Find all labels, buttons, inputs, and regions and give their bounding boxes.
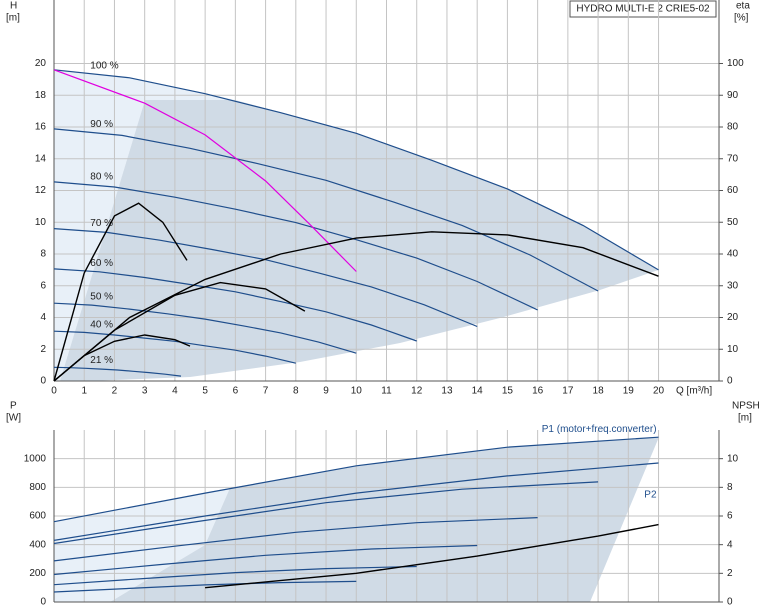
y2-axis-label: NPSH [732,401,760,412]
x-tick-label: 20 [653,386,665,397]
y-axis-unit: [W] [6,413,21,424]
y-tick-label: 12 [35,185,47,196]
x-tick-label: 5 [202,386,208,397]
curve [53,128,599,292]
curve [53,268,417,342]
x-axis-label: Q [m³/h] [676,386,712,397]
y2-axis-label: eta [736,1,750,12]
curve-label: 60 % [90,258,113,269]
curve [53,517,538,562]
y-tick-label: 800 [29,482,46,493]
y-axis-unit: [m] [6,13,20,24]
y-tick-label: 10 [35,217,47,228]
curve [53,330,296,364]
efficiency-curve [53,334,191,382]
chart-title: HYDRO MULTI-E 2 CRIE5-02 [576,4,710,15]
y-tick-label: 8 [40,249,46,260]
y-tick-label: 14 [35,153,47,164]
y-axis-label: H [10,1,17,12]
x-tick-label: 15 [502,386,514,397]
y2-tick-label: 50 [727,217,739,228]
y2-tick-label: 0 [727,597,733,608]
x-tick-label: 14 [472,386,484,397]
y-axis-label: P [10,401,17,412]
curve-label: 100 % [90,60,118,71]
y-tick-label: 1000 [24,453,47,464]
curve [53,436,659,523]
range-light [54,69,235,381]
y-tick-label: 600 [29,511,46,522]
x-tick-label: 7 [263,386,269,397]
curve-label: 80 % [90,172,113,183]
y-tick-label: 2 [40,344,46,355]
y2-tick-label: 40 [727,249,739,260]
title-box [569,0,717,18]
y2-axis-unit: [%] [734,13,749,24]
y2-tick-label: 90 [727,90,739,101]
y2-tick-label: 4 [727,539,733,550]
y2-tick-label: 0 [727,376,733,387]
y-tick-label: 18 [35,90,47,101]
efficiency-curve [205,523,659,589]
y-tick-label: 0 [40,597,46,608]
y-tick-label: 16 [35,122,47,133]
x-tick-label: 4 [172,386,178,397]
curve [53,565,417,586]
curve-label: 21 % [90,355,113,366]
y-tick-label: 20 [35,58,47,69]
y2-tick-label: 30 [727,280,739,291]
y2-tick-label: 100 [727,58,744,69]
curve-label: P2 [644,490,657,501]
y2-tick-label: 2 [727,568,733,579]
curve [53,69,659,271]
y2-tick-label: 6 [727,511,733,522]
x-tick-label: 11 [381,386,392,397]
y-tick-label: 400 [29,539,46,550]
y2-tick-label: 60 [727,185,739,196]
x-tick-label: 12 [411,386,423,397]
x-tick-label: 18 [593,386,605,397]
curve [53,69,357,272]
curve [53,181,538,311]
x-tick-label: 3 [142,386,148,397]
curve-label: 90 % [90,119,113,130]
y2-tick-label: 10 [727,453,739,464]
x-tick-label: 8 [293,386,299,397]
y2-tick-label: 80 [727,122,739,133]
curve-label: 70 % [90,218,113,229]
curve-label: P1 (motor+freq.converter) [542,424,657,435]
x-tick-label: 13 [441,386,453,397]
y2-tick-label: 10 [727,344,739,355]
x-tick-label: 1 [81,386,87,397]
curve [53,366,182,377]
efficiency-curve [53,202,188,382]
efficiency-curve [53,281,306,382]
power-range-dark [110,437,659,602]
curve [53,544,478,576]
curve [53,580,357,593]
curve [53,481,599,545]
x-tick-label: 9 [323,386,329,397]
x-tick-label: 10 [351,386,363,397]
x-tick-label: 19 [623,386,635,397]
x-tick-label: 17 [562,386,574,397]
x-tick-label: 0 [51,386,57,397]
curve-label: 40 % [90,320,113,331]
x-tick-label: 16 [532,386,544,397]
efficiency-curve [53,231,659,382]
y2-axis-unit: [m] [738,413,752,424]
curve-label: 50 % [90,292,113,303]
y2-tick-label: 70 [727,153,739,164]
y2-tick-label: 20 [727,312,739,323]
y-tick-label: 0 [40,376,46,387]
y-tick-label: 200 [29,568,46,579]
y2-tick-label: 8 [727,482,733,493]
y-tick-label: 6 [40,280,46,291]
curve [53,302,357,354]
x-tick-label: 6 [233,386,239,397]
x-tick-label: 2 [112,386,118,397]
curve [53,462,659,541]
y-tick-label: 4 [40,312,46,323]
